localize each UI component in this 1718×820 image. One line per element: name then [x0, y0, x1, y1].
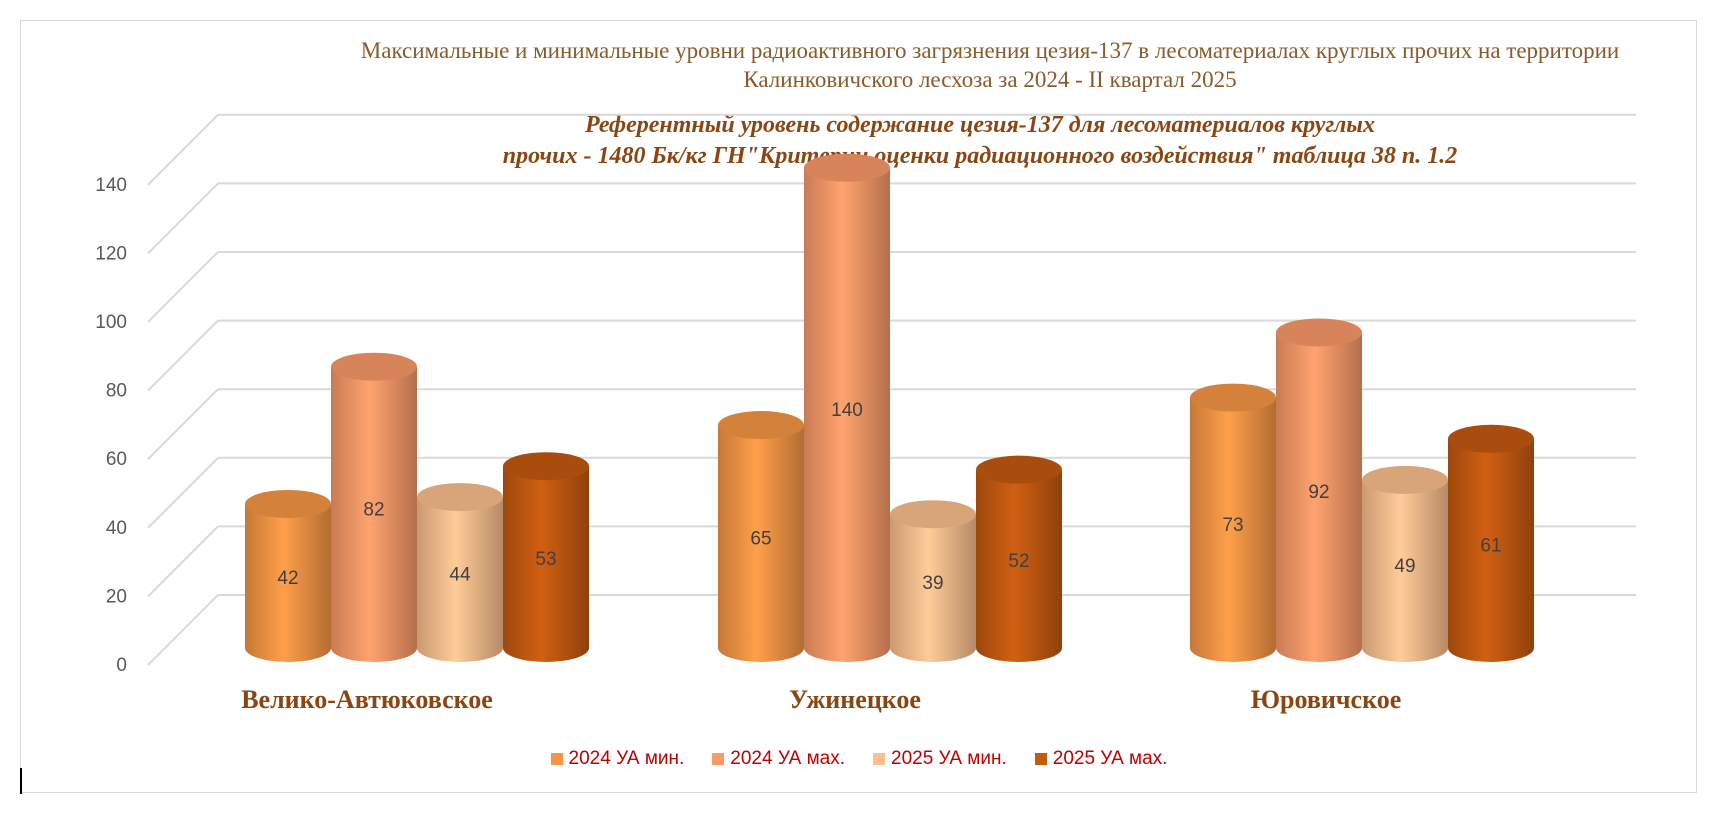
legend-label: 2024 УА мах.	[730, 748, 845, 769]
y-tick-label: 100	[95, 312, 127, 333]
data-label: 42	[277, 568, 298, 589]
bar	[331, 352, 417, 662]
chart-subtitle-line-2: прочих - 1480 Бк/кг ГН"Критерии оценки р…	[502, 143, 1458, 169]
chart-subtitle: Референтный уровень содержание цезия-137…	[380, 110, 1580, 172]
legend-item: 2024 УА мин.	[550, 748, 685, 770]
y-tick-label: 0	[116, 655, 127, 676]
bar-body	[331, 366, 417, 662]
bar	[417, 483, 503, 662]
grid-line-diagonal	[147, 594, 219, 666]
bar-body	[718, 425, 804, 662]
legend-swatch	[712, 753, 725, 765]
bar-body	[976, 469, 1062, 662]
y-axis-ticks: 0 20 40 60 80 100 120 140	[95, 175, 127, 676]
bar	[1362, 465, 1448, 662]
bar-top	[890, 500, 976, 529]
data-label: 61	[1480, 535, 1501, 556]
bar-body	[804, 167, 890, 663]
bar	[976, 455, 1062, 662]
legend-item: 2025 УА мах.	[1034, 748, 1168, 770]
data-label: 44	[449, 565, 471, 586]
bar	[890, 500, 976, 662]
bar-top	[1190, 383, 1276, 412]
y-tick-label: 60	[106, 449, 127, 470]
bar-top	[503, 452, 589, 481]
legend-item: 2025 УА мин.	[873, 748, 1007, 770]
grid-line-diagonal	[147, 182, 219, 255]
data-label: 52	[1008, 551, 1029, 572]
bar-top	[804, 153, 890, 182]
bar	[503, 452, 589, 662]
grid-line-diagonal	[147, 525, 219, 598]
bar-body	[1276, 332, 1362, 662]
bar-body	[1448, 438, 1534, 662]
bar	[1276, 318, 1362, 662]
bar-body	[503, 466, 589, 662]
legend-label: 2025 УА мах.	[1052, 748, 1168, 769]
bar-body	[417, 497, 503, 662]
data-label: 140	[831, 400, 863, 421]
data-label: 92	[1308, 482, 1329, 503]
bar-top	[1448, 424, 1534, 453]
bar-top	[417, 483, 503, 512]
grid-line-diagonal	[147, 251, 219, 323]
bars: 42 82 44 53 65 140 39 52 73 92 49 61	[245, 153, 1534, 663]
legend-item: 2024 УА мах.	[712, 748, 845, 770]
bar	[1448, 424, 1534, 662]
y-tick-label: 80	[106, 381, 127, 402]
bar-body	[1362, 479, 1448, 662]
legend: 2024 УА мин. 2024 УА мах. 2025 УА мин. 2025…	[0, 748, 1718, 770]
data-label: 65	[750, 529, 771, 550]
data-label: 73	[1222, 515, 1243, 536]
chart-subtitle-line-1: Референтный уровень содержание цезия-137…	[585, 112, 1375, 138]
bar-top	[1276, 318, 1362, 347]
legend-label: 2024 УА мин.	[568, 748, 685, 769]
y-tick-label: 20	[106, 586, 127, 607]
bar-top	[718, 411, 804, 440]
data-label: 49	[1394, 556, 1415, 577]
grid-line-diagonal	[147, 319, 219, 392]
grid-line-diagonal	[147, 114, 219, 186]
bar	[718, 411, 804, 662]
y-tick-label: 40	[106, 518, 127, 539]
category-label: Ужинецкое	[789, 685, 921, 714]
bar	[1190, 383, 1276, 662]
bar	[804, 153, 890, 663]
data-label: 53	[535, 549, 556, 570]
category-label: Велико-Автюковское	[241, 685, 493, 714]
chart-title: Максимальные и минимальные уровни радиоа…	[360, 38, 1620, 92]
bar-top	[1362, 465, 1448, 494]
grid-line-diagonal	[147, 457, 219, 529]
y-tick-label: 140	[95, 175, 127, 196]
legend-swatch	[873, 753, 885, 765]
bar-top	[245, 489, 331, 518]
grid-line-diagonal	[147, 388, 219, 460]
bar-body	[890, 514, 976, 662]
legend-label: 2025 УА мин.	[891, 748, 1007, 769]
legend-swatch	[1034, 753, 1047, 765]
data-label: 39	[922, 573, 943, 594]
category-label: Юровичское	[1251, 685, 1402, 714]
bar-top	[331, 352, 417, 381]
bar-top	[976, 455, 1062, 484]
bar-body	[1190, 397, 1276, 662]
y-tick-label: 120	[95, 243, 127, 264]
legend-swatch	[550, 753, 563, 765]
bar	[245, 489, 331, 662]
text-cursor	[20, 768, 22, 794]
data-label: 82	[363, 499, 384, 520]
bar-body	[245, 503, 331, 662]
category-labels: Велико-Автюковское Ужинецкое Юровичское	[241, 685, 1401, 714]
